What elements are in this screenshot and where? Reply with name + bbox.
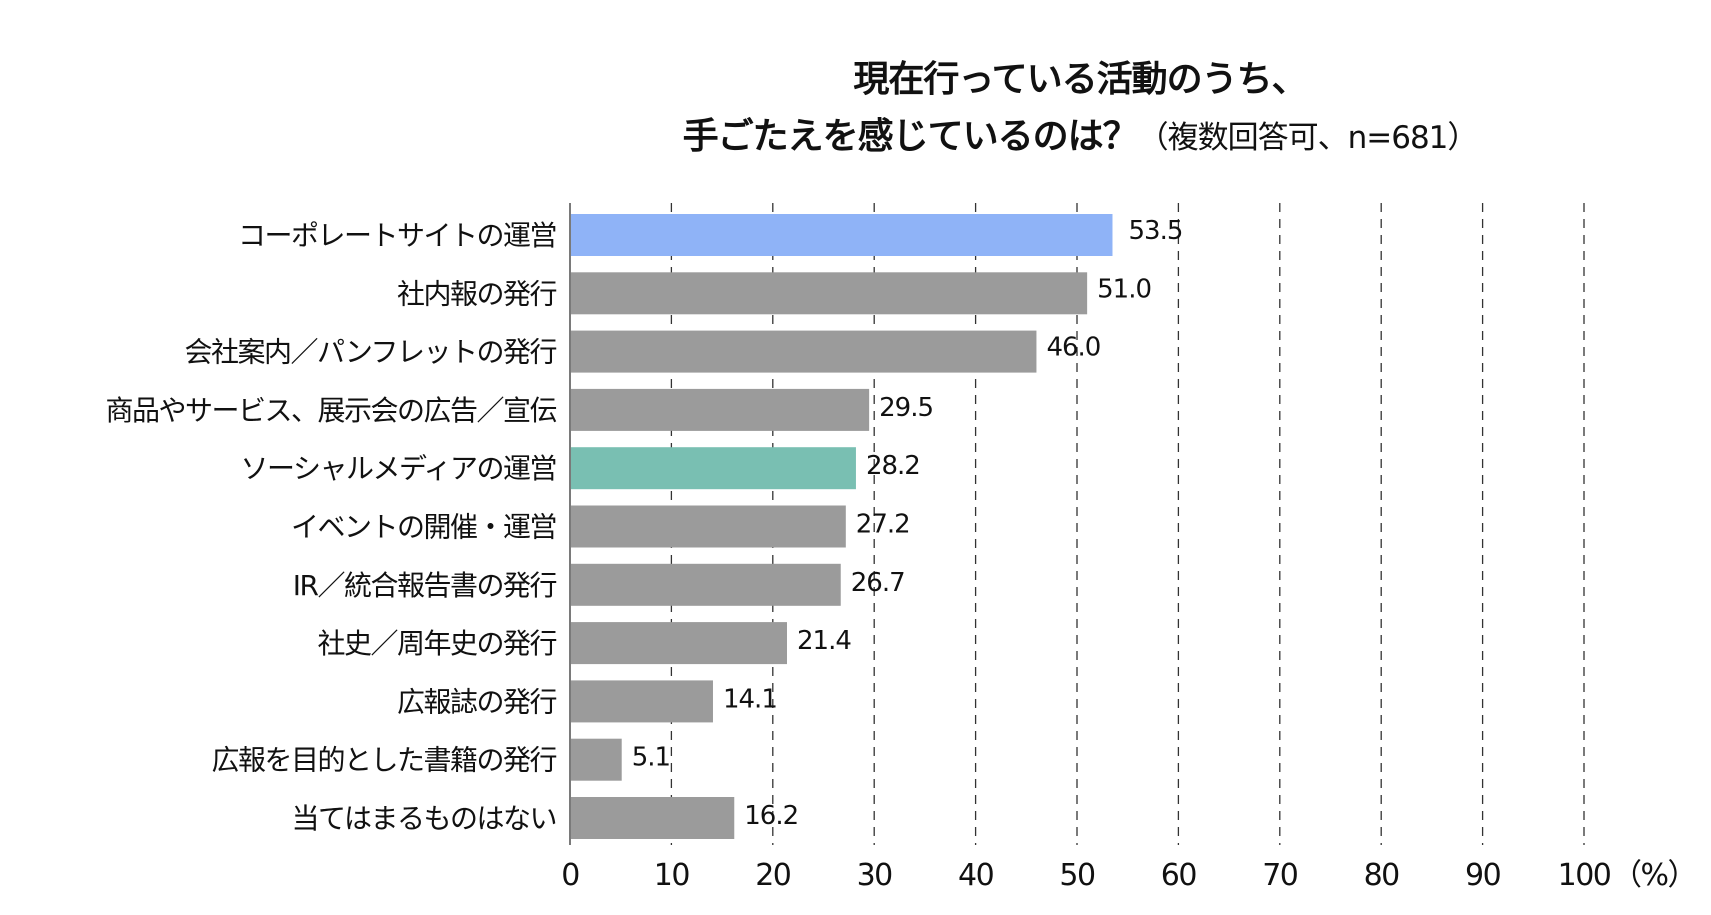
bar: [571, 505, 846, 548]
x-tick-label: 50: [1059, 858, 1095, 893]
chart-title-question: 手ごたえを感じているのは？: [682, 116, 1139, 157]
category-label: 社史／周年史の発行: [317, 627, 556, 660]
data-label: 53.5: [1128, 216, 1182, 246]
bar: [571, 388, 870, 431]
data-label: 28.2: [866, 451, 920, 481]
x-tick-label: 100: [1558, 858, 1611, 893]
bar: [571, 330, 1037, 373]
category-label: 広報誌の発行: [397, 685, 557, 718]
x-tick-label: 20: [755, 858, 791, 893]
category-label: ソーシャルメディアの運営: [241, 452, 556, 485]
bar: [571, 272, 1088, 315]
chart-title-line1: 現在行っている活動のうち、: [853, 59, 1307, 100]
x-tick-label: 10: [654, 858, 690, 893]
bar: [571, 622, 787, 665]
data-label: 27.2: [856, 510, 910, 540]
category-label: IR／統合報告書の発行: [293, 569, 557, 602]
category-label: 広報を目的とした書籍の発行: [211, 744, 556, 777]
data-label: 16.2: [744, 801, 798, 831]
x-tick-label: 80: [1364, 858, 1400, 893]
bar: [571, 680, 713, 723]
bar: [571, 447, 856, 490]
category-label: 会社案内／パンフレットの発行: [184, 336, 556, 369]
category-label: 当てはまるものはない: [292, 802, 556, 835]
x-tick-label: 70: [1262, 858, 1298, 893]
data-label: 51.0: [1097, 274, 1151, 304]
data-label: 5.1: [632, 743, 670, 773]
category-label: イベントの開催・運営: [291, 511, 556, 544]
category-label: 商品やサービス、展示会の広告／宣伝: [105, 394, 556, 427]
bar: [571, 563, 841, 606]
data-label: 46.0: [1046, 333, 1100, 363]
bar: [571, 214, 1113, 256]
x-tick-label: 30: [857, 858, 893, 893]
bar: [571, 738, 622, 781]
bar: [571, 797, 735, 839]
x-tick-label: 0: [561, 858, 579, 893]
category-label: 社内報の発行: [397, 277, 557, 310]
chart-subtitle: （複数回答可、n=681）: [1137, 120, 1479, 156]
data-label: 14.1: [723, 684, 777, 714]
data-label: 29.5: [879, 393, 933, 423]
category-label: コーポレートサイトの運営: [238, 219, 556, 252]
x-unit-label: （%）: [1612, 858, 1696, 893]
x-tick-label: 40: [958, 858, 994, 893]
x-tick-label: 60: [1161, 858, 1197, 893]
data-label: 21.4: [797, 626, 851, 656]
x-tick-label: 90: [1465, 858, 1501, 893]
chart-title-line2: 手ごたえを感じているのは？（複数回答可、n=681）: [0, 107, 1711, 159]
data-label: 26.7: [851, 568, 905, 598]
